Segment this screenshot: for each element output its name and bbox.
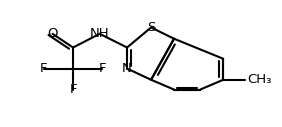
- Text: N: N: [122, 62, 132, 75]
- Text: NH: NH: [90, 27, 109, 40]
- Text: S: S: [147, 21, 155, 34]
- Text: F: F: [98, 62, 106, 75]
- Text: O: O: [47, 27, 58, 40]
- Text: F: F: [40, 62, 48, 75]
- Text: CH₃: CH₃: [247, 73, 272, 86]
- Text: F: F: [69, 83, 77, 96]
